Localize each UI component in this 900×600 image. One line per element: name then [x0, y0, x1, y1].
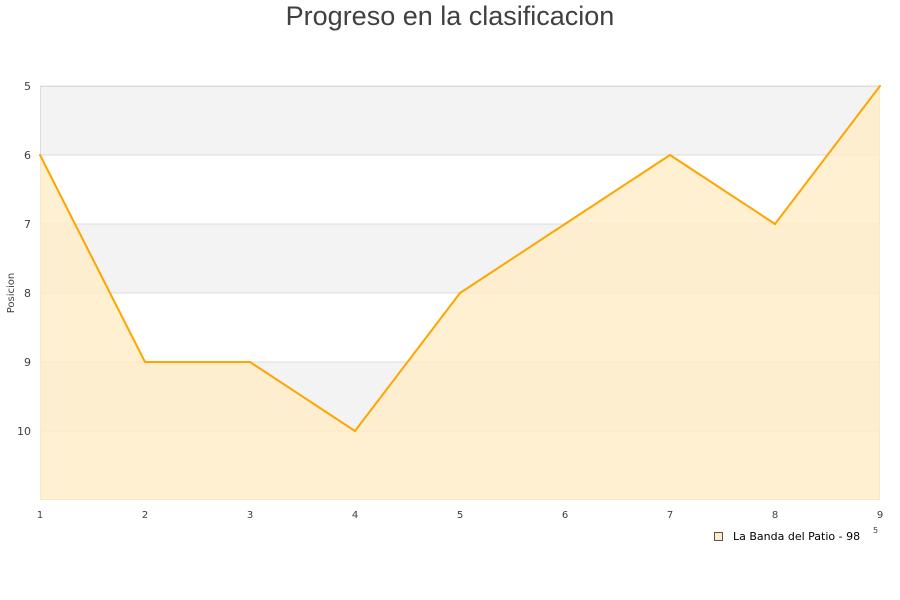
data-point: [354, 430, 356, 432]
x-tick-label: 6: [562, 510, 568, 521]
x-tick-label: 9: [877, 510, 883, 521]
x-tick-label: 1: [37, 510, 43, 521]
y-tick-label: 7: [24, 218, 31, 231]
x-tick-label: 2: [142, 510, 148, 521]
legend[interactable]: La Banda del Patio - 98: [714, 530, 860, 543]
grid-band: [40, 86, 880, 155]
x-tick-label: 4: [352, 510, 358, 521]
data-point: [774, 223, 776, 225]
data-point: [39, 154, 41, 156]
y-tick-label: 5: [24, 80, 31, 93]
data-point: [564, 223, 566, 225]
y-tick-label: 10: [17, 425, 31, 438]
y-tick-label: 9: [24, 356, 31, 369]
y-tick-label: 8: [24, 287, 31, 300]
x-tick-label: 5: [457, 510, 463, 521]
chart-title: Progreso en la clasificacion: [285, 1, 615, 31]
data-point: [459, 292, 461, 294]
x-tick-label: 8: [772, 510, 778, 521]
legend-label: La Banda del Patio - 98: [733, 530, 861, 543]
data-point: [144, 361, 146, 363]
y-axis-label: Posicion: [6, 273, 17, 314]
data-point: [669, 154, 671, 156]
x-tick-label: 7: [667, 510, 673, 521]
y-tick-label: 6: [24, 149, 31, 162]
data-point: [879, 85, 881, 87]
data-point: [249, 361, 251, 363]
legend-swatch: [714, 532, 723, 541]
legend-fragment: 5: [873, 526, 879, 535]
x-tick-label: 3: [247, 510, 253, 521]
